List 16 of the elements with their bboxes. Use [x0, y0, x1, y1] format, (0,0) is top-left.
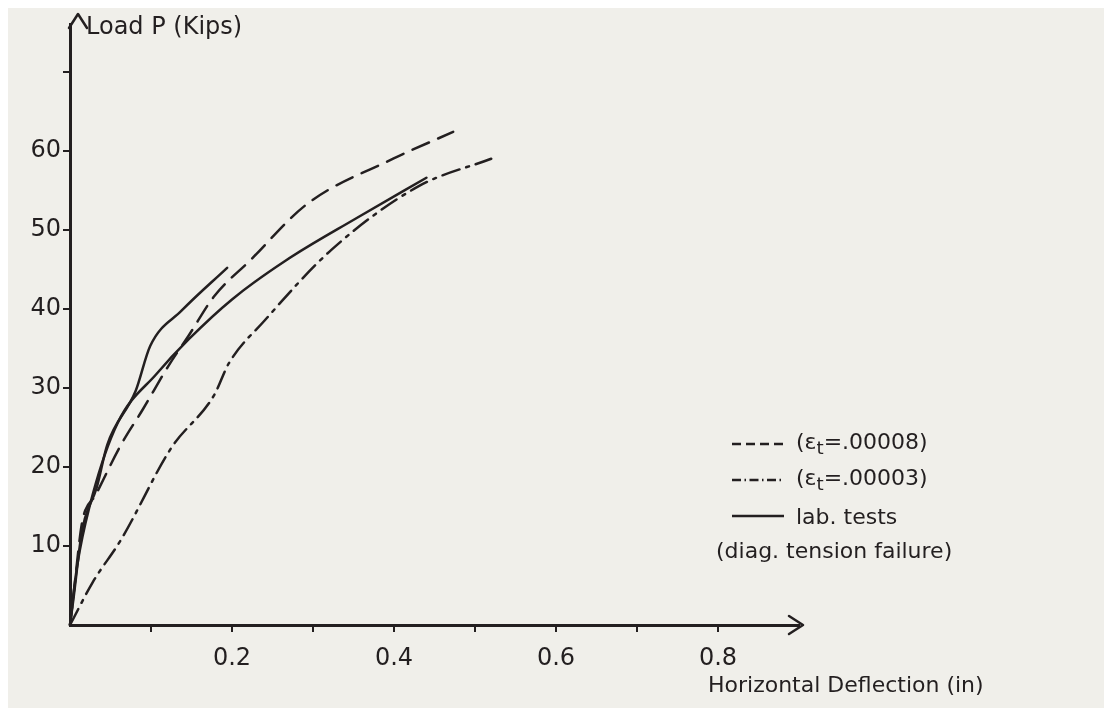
y-tick-label: 50 — [30, 214, 61, 243]
x-tick-label: 0.2 — [212, 642, 252, 671]
y-tick-label: 20 — [30, 451, 61, 480]
y-tick-label: 40 — [30, 293, 61, 322]
x-tick-label: 0.6 — [536, 642, 576, 671]
legend-label: (ε$_{t}$=.00008) — [796, 429, 928, 459]
x-tick-label: 0.4 — [374, 642, 414, 671]
x-tick-label: 0.8 — [698, 642, 738, 671]
legend-label: (ε$_{t}$=.00003) — [796, 465, 928, 495]
y-axis-title: Load P (Kips) — [86, 12, 243, 40]
y-tick-label: 60 — [30, 135, 61, 164]
y-tick-label: 10 — [30, 530, 61, 559]
annotation: (diag. tension failure) — [716, 538, 953, 563]
x-axis-title: Horizontal Deflection (in) — [708, 672, 984, 697]
legend-label: lab. tests — [796, 503, 898, 529]
y-tick-label: 30 — [30, 372, 61, 401]
